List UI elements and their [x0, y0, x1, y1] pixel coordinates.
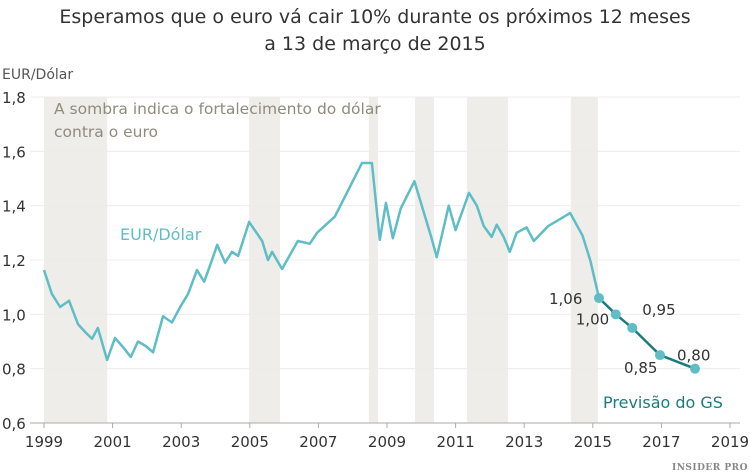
x-tick-label: 2017 — [642, 433, 680, 451]
x-tick-label: 2011 — [437, 433, 475, 451]
x-tick-label: 1999 — [25, 433, 63, 451]
x-tick-label: 2007 — [299, 433, 337, 451]
y-tick-label: 0,8 — [2, 361, 26, 379]
y-tick-label: 0,6 — [2, 415, 26, 433]
x-tick-label: 2013 — [505, 433, 543, 451]
shade-note-line2: contra o euro — [54, 123, 158, 141]
shade-note-line1: A sombra indica o fortalecimento do dóla… — [54, 100, 381, 118]
logo: INSIDER PRO — [671, 463, 748, 473]
series-label-history: EUR/Dólar — [120, 225, 202, 244]
subtitle: a 13 de março de 2015 — [264, 33, 486, 55]
title: Esperamos que o euro vá cair 10% durante… — [59, 6, 691, 28]
y-tick-label: 1,8 — [2, 89, 26, 107]
x-tick-label: 2019 — [711, 433, 749, 451]
y-tick-label: 1,2 — [2, 252, 26, 270]
forecast-data-label: 0,80 — [677, 347, 710, 365]
x-tick-label: 2015 — [574, 433, 612, 451]
x-tick-label: 2003 — [162, 433, 200, 451]
forecast-point — [610, 309, 621, 320]
y-axis-label: EUR/Dólar — [2, 67, 73, 83]
forecast-point — [593, 293, 604, 304]
y-tick-label: 1,4 — [2, 198, 26, 216]
forecast-data-label: 1,06 — [549, 290, 582, 308]
x-tick-label: 2001 — [94, 433, 132, 451]
forecast-data-label: 0,95 — [642, 301, 675, 319]
forecast-point — [627, 322, 638, 333]
forecast-point — [655, 350, 666, 361]
y-tick-label: 1,0 — [2, 306, 26, 324]
history-line — [42, 161, 601, 362]
series-label-forecast: Previsão do GS — [603, 393, 723, 412]
forecast-point — [690, 363, 701, 374]
x-tick-label: 2009 — [368, 433, 406, 451]
forecast-data-label: 0,85 — [624, 359, 657, 377]
chart-title: Esperamos que o euro vá cair 10% durante… — [0, 4, 750, 58]
forecast-data-label: 1,00 — [576, 310, 609, 328]
y-tick-label: 1,6 — [2, 143, 26, 161]
x-tick-label: 2005 — [231, 433, 269, 451]
